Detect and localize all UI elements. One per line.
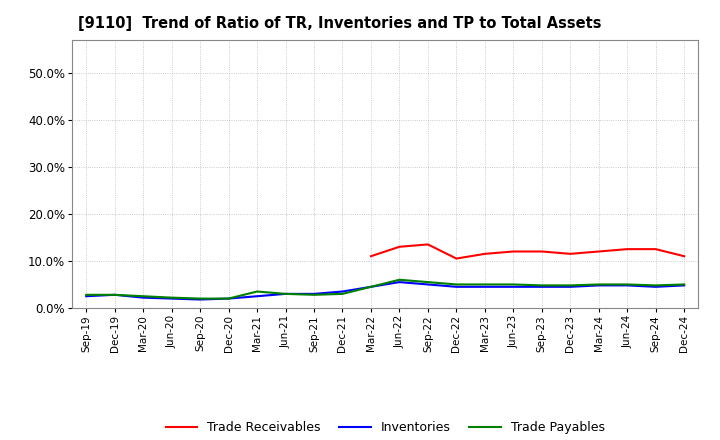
Trade Payables <box>253 289 261 294</box>
Inventories <box>509 284 518 290</box>
Line: Trade Receivables: Trade Receivables <box>371 245 684 259</box>
Inventories <box>82 293 91 299</box>
Inventories <box>423 282 432 287</box>
Trade Payables <box>139 293 148 299</box>
Inventories <box>139 295 148 300</box>
Inventories <box>652 284 660 290</box>
Trade Receivables <box>566 251 575 257</box>
Inventories <box>680 283 688 288</box>
Legend: Trade Receivables, Inventories, Trade Payables: Trade Receivables, Inventories, Trade Pa… <box>161 416 610 439</box>
Inventories <box>110 292 119 297</box>
Trade Payables <box>366 284 375 290</box>
Inventories <box>366 284 375 290</box>
Trade Payables <box>537 283 546 288</box>
Line: Trade Payables: Trade Payables <box>86 280 684 299</box>
Trade Payables <box>652 283 660 288</box>
Trade Payables <box>566 283 575 288</box>
Trade Payables <box>480 282 489 287</box>
Trade Receivables <box>509 249 518 254</box>
Line: Inventories: Inventories <box>86 282 684 300</box>
Trade Receivables <box>537 249 546 254</box>
Trade Payables <box>423 279 432 285</box>
Trade Payables <box>167 295 176 300</box>
Trade Receivables <box>452 256 461 261</box>
Trade Payables <box>595 282 603 287</box>
Trade Payables <box>509 282 518 287</box>
Inventories <box>225 296 233 301</box>
Inventories <box>566 284 575 290</box>
Trade Receivables <box>652 246 660 252</box>
Trade Payables <box>82 292 91 297</box>
Trade Receivables <box>395 244 404 249</box>
Inventories <box>623 283 631 288</box>
Inventories <box>537 284 546 290</box>
Trade Payables <box>110 292 119 297</box>
Trade Payables <box>452 282 461 287</box>
Inventories <box>282 291 290 297</box>
Inventories <box>480 284 489 290</box>
Trade Payables <box>196 296 204 301</box>
Inventories <box>395 279 404 285</box>
Inventories <box>310 291 318 297</box>
Inventories <box>452 284 461 290</box>
Trade Payables <box>680 282 688 287</box>
Inventories <box>595 283 603 288</box>
Inventories <box>338 289 347 294</box>
Trade Receivables <box>595 249 603 254</box>
Trade Receivables <box>423 242 432 247</box>
Trade Payables <box>225 296 233 301</box>
Trade Payables <box>623 282 631 287</box>
Inventories <box>253 293 261 299</box>
Trade Receivables <box>680 253 688 259</box>
Trade Payables <box>338 291 347 297</box>
Trade Receivables <box>480 251 489 257</box>
Trade Payables <box>395 277 404 282</box>
Inventories <box>167 296 176 301</box>
Trade Receivables <box>366 253 375 259</box>
Text: [9110]  Trend of Ratio of TR, Inventories and TP to Total Assets: [9110] Trend of Ratio of TR, Inventories… <box>78 16 602 32</box>
Inventories <box>196 297 204 302</box>
Trade Payables <box>282 291 290 297</box>
Trade Payables <box>310 292 318 297</box>
Trade Receivables <box>623 246 631 252</box>
